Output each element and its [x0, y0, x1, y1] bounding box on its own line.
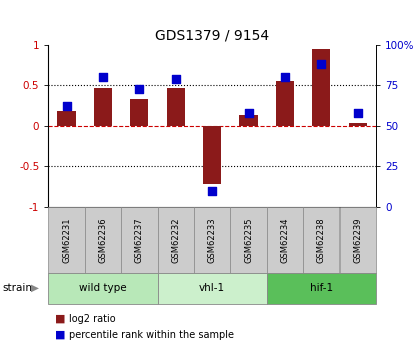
- Bar: [130, 99, 148, 126]
- Text: ■: ■: [55, 330, 65, 339]
- Bar: [167, 88, 185, 126]
- Text: log2 ratio: log2 ratio: [69, 314, 116, 324]
- Bar: [48, 273, 158, 304]
- Text: GSM62233: GSM62233: [207, 217, 217, 263]
- Bar: [203, 126, 221, 184]
- Bar: [349, 123, 367, 126]
- Text: vhl-1: vhl-1: [199, 283, 225, 293]
- Text: GSM62231: GSM62231: [62, 217, 71, 263]
- Bar: [158, 273, 267, 304]
- Bar: [276, 81, 294, 126]
- Bar: [48, 207, 85, 273]
- Bar: [339, 207, 376, 273]
- Text: percentile rank within the sample: percentile rank within the sample: [69, 330, 234, 339]
- Text: GSM62232: GSM62232: [171, 217, 180, 263]
- Bar: [230, 207, 267, 273]
- Point: [245, 110, 252, 116]
- Text: GSM62237: GSM62237: [135, 217, 144, 263]
- Text: GSM62239: GSM62239: [353, 217, 362, 263]
- Text: GSM62235: GSM62235: [244, 217, 253, 263]
- Bar: [58, 111, 76, 126]
- Text: strain: strain: [2, 283, 32, 293]
- Bar: [312, 49, 331, 126]
- Bar: [267, 273, 376, 304]
- Point: [209, 188, 215, 194]
- Bar: [158, 207, 194, 273]
- Bar: [303, 207, 339, 273]
- Text: ▶: ▶: [31, 283, 39, 293]
- Point: [354, 110, 361, 116]
- Text: wild type: wild type: [79, 283, 127, 293]
- Text: GSM62234: GSM62234: [281, 217, 289, 263]
- Bar: [194, 207, 230, 273]
- Text: hif-1: hif-1: [310, 283, 333, 293]
- Point: [136, 86, 143, 91]
- Point: [63, 104, 70, 109]
- Text: ■: ■: [55, 314, 65, 324]
- Point: [318, 61, 325, 67]
- Point: [281, 75, 288, 80]
- Point: [172, 76, 179, 82]
- Bar: [121, 207, 158, 273]
- Bar: [239, 115, 257, 126]
- Bar: [85, 207, 121, 273]
- Text: GSM62236: GSM62236: [98, 217, 108, 263]
- Text: GSM62238: GSM62238: [317, 217, 326, 263]
- Bar: [94, 88, 112, 126]
- Bar: [267, 207, 303, 273]
- Title: GDS1379 / 9154: GDS1379 / 9154: [155, 28, 269, 42]
- Point: [100, 75, 106, 80]
